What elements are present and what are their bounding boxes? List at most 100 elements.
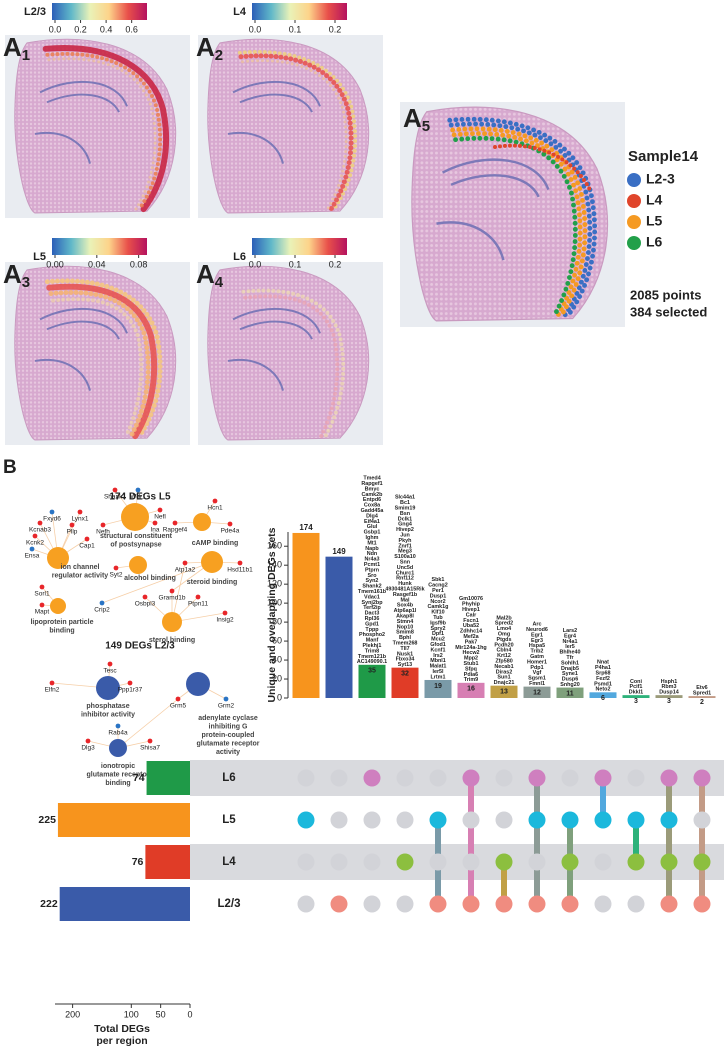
gene-list-item: Nusk1 bbox=[397, 651, 413, 657]
intersection-bar bbox=[556, 687, 584, 698]
gene-list-item: Mef2a bbox=[463, 634, 479, 640]
term-label: binding bbox=[105, 780, 130, 787]
set-size-bar bbox=[59, 887, 191, 921]
gene-list-item: Zfp580 bbox=[495, 658, 512, 664]
term-label: ionotropic bbox=[101, 763, 135, 770]
gene-node bbox=[49, 680, 55, 686]
tissue-image bbox=[5, 262, 190, 445]
gene-node bbox=[212, 498, 218, 504]
gene-list-item: Pdp1 bbox=[530, 665, 543, 671]
tissue-image bbox=[5, 35, 190, 218]
gene-list-item: Hsph1 bbox=[661, 679, 677, 685]
gene-list-item: Dclk1 bbox=[398, 516, 412, 522]
gene-list-item: Snhg20 bbox=[560, 682, 579, 688]
empty-dot bbox=[297, 769, 315, 787]
tissue bbox=[14, 38, 177, 214]
empty-dot bbox=[495, 769, 513, 787]
panel-subscript: 4 bbox=[215, 274, 224, 291]
member-dot bbox=[627, 853, 645, 871]
gene-list-item: Diras2 bbox=[496, 669, 512, 675]
x-axis-label: Total DEGs bbox=[94, 1023, 150, 1035]
gene-list-item: Fscn1 bbox=[463, 618, 479, 624]
gene-label: Grm5 bbox=[170, 703, 187, 710]
legend-label: L2-3 bbox=[646, 171, 675, 187]
points-count: 2085 points bbox=[630, 287, 702, 302]
term-label: steroid binding bbox=[187, 579, 238, 586]
gene-list-item: Cox8a bbox=[364, 503, 381, 509]
y-tick-label: 140 bbox=[267, 560, 282, 570]
set-size-value: 74 bbox=[133, 772, 145, 784]
panel-label: B bbox=[3, 457, 17, 478]
member-dot bbox=[693, 853, 711, 871]
gene-list-item: Napb bbox=[365, 546, 379, 552]
colorbar-tick-label: 0.4 bbox=[100, 24, 113, 34]
member-dot bbox=[495, 853, 513, 871]
colorbar-title: L5 bbox=[33, 251, 46, 263]
gene-list-item: Necab1 bbox=[494, 664, 513, 670]
term-node bbox=[129, 556, 147, 574]
set-size-value: 76 bbox=[132, 856, 144, 868]
tissue-image bbox=[198, 262, 383, 445]
gene-list-item: Calr bbox=[466, 612, 477, 618]
term-label: lipoprotein particle bbox=[30, 619, 93, 626]
gene-node bbox=[29, 546, 35, 552]
colorbar bbox=[252, 238, 347, 255]
hippocampus bbox=[227, 307, 321, 391]
gene-label: Elfn2 bbox=[45, 687, 60, 694]
gene-list-item: Ier5l bbox=[432, 669, 444, 675]
set-name: L2/3 bbox=[217, 898, 240, 910]
gene-list-item: Ptprn bbox=[365, 567, 379, 573]
gene-node bbox=[69, 522, 75, 528]
gene-list-item: Dnajc21 bbox=[494, 680, 515, 686]
gene-label: Ensa bbox=[25, 553, 40, 560]
empty-dot bbox=[429, 853, 447, 871]
tissue-image bbox=[198, 35, 383, 218]
gene-label: Rab4a bbox=[108, 730, 128, 737]
gene-list-item: Vgf bbox=[533, 670, 542, 676]
gene-node bbox=[112, 487, 118, 493]
gene-list-item: Arc bbox=[533, 622, 542, 628]
member-dot bbox=[693, 895, 711, 913]
gene-label: Ppp1r37 bbox=[118, 687, 143, 694]
gene-list-item: Hivep2 bbox=[396, 527, 414, 533]
gene-list-item: Sgsm1 bbox=[528, 676, 546, 682]
term-node bbox=[96, 676, 120, 700]
empty-dot bbox=[363, 895, 381, 913]
intersection-value: 6 bbox=[601, 695, 605, 702]
gene-list-item: Phospho2 bbox=[359, 632, 385, 638]
legend-swatch bbox=[627, 215, 641, 229]
intersection-value: 11 bbox=[566, 690, 574, 697]
set-size-bar bbox=[57, 803, 190, 837]
gene-list-item: Dkkl1 bbox=[629, 690, 643, 696]
gene-label: Mapt bbox=[35, 609, 50, 616]
term-label: glutamate receptor bbox=[86, 771, 149, 778]
y-tick-label: 120 bbox=[267, 579, 282, 589]
gene-node bbox=[175, 696, 181, 702]
colorbar-tick-label: 0.0 bbox=[249, 24, 262, 34]
gene-list-item: Smim19 bbox=[395, 505, 416, 511]
x-tick-label: 100 bbox=[124, 1009, 139, 1019]
gene-node bbox=[39, 602, 45, 608]
gene-list-item: Jun bbox=[400, 532, 410, 538]
gene-list-item: Bc1 bbox=[400, 500, 410, 506]
gene-list-item: Stmn4 bbox=[397, 619, 413, 625]
empty-dot bbox=[561, 769, 579, 787]
gene-label: Fxyd6 bbox=[43, 516, 61, 523]
gene-list-item: Trim8 bbox=[365, 648, 379, 654]
gene-list-item: Gadd45a bbox=[361, 508, 385, 514]
gene-list-item: Spred2 bbox=[495, 621, 513, 627]
colorbar bbox=[52, 238, 147, 255]
gene-label: Insig2 bbox=[216, 617, 234, 624]
gene-list-item: Snn bbox=[400, 559, 410, 565]
gene-list-item: Eif4a1 bbox=[364, 519, 380, 525]
x-axis-label: per region bbox=[96, 1035, 147, 1047]
empty-dot bbox=[627, 895, 645, 913]
term-node bbox=[186, 672, 210, 696]
member-dot bbox=[693, 769, 711, 787]
gene-node bbox=[135, 487, 141, 493]
gene-label: Hcn1 bbox=[207, 505, 223, 512]
hippocampus bbox=[34, 307, 128, 391]
set-name: L6 bbox=[222, 772, 235, 784]
intersection-bar bbox=[523, 686, 551, 698]
